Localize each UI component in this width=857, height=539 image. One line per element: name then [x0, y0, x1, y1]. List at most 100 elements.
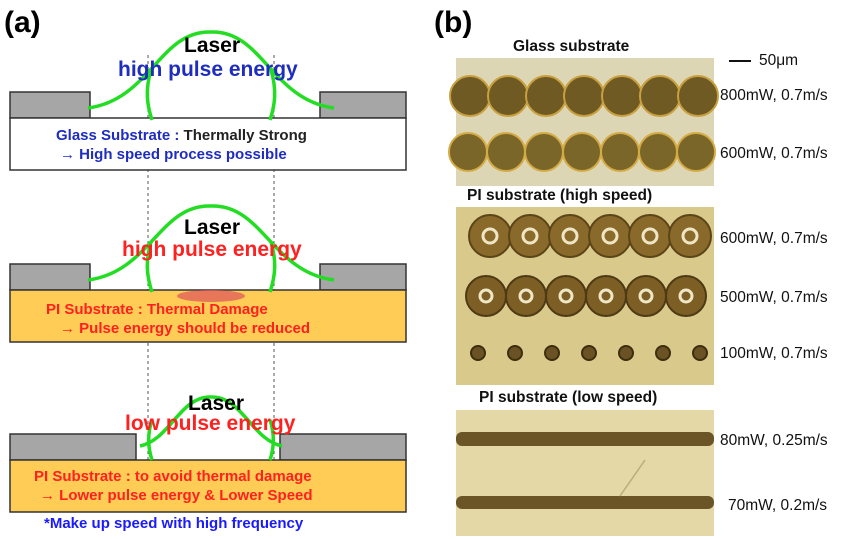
cond-pi-high-2: 500mW, 0.7m/s [720, 289, 828, 306]
pi-low-micrograph [456, 410, 714, 536]
spot-ring [518, 288, 534, 304]
ablation-spot [562, 132, 602, 172]
ablation-spot [601, 75, 643, 117]
ablation-spot [625, 275, 667, 317]
beam-edge-3a [146, 419, 154, 461]
caption-1-line1a: Glass Substrate : [56, 127, 184, 144]
ablation-spot [548, 214, 592, 258]
ablation-spot [508, 214, 552, 258]
section-title-pi-high: PI substrate (high speed) [467, 187, 653, 204]
ablation-spot [448, 132, 488, 172]
ablation-spot [581, 345, 597, 361]
cond-pi-low-2: 70mW, 0.2m/s [728, 497, 828, 514]
ablation-spot [638, 132, 678, 172]
panel-b-label: (b) [434, 6, 473, 39]
ablation-spot [639, 75, 681, 117]
caption-1-line1b: Thermally Strong [183, 127, 307, 144]
caption-2-line1a: PI Substrate : [46, 301, 147, 318]
scale-bar-line [729, 59, 751, 62]
ablation-spot [585, 275, 627, 317]
cond-pi-high-3: 100mW, 0.7m/s [720, 345, 828, 362]
energy-label-3: low pulse energy [125, 412, 296, 435]
beam-edge-3b [268, 419, 276, 461]
ablation-spot [507, 345, 523, 361]
spot-ring [678, 288, 694, 304]
spot-ring [481, 227, 499, 245]
pi-high-row-1 [468, 214, 712, 258]
spot-ring [641, 227, 659, 245]
caption-2-line2: → Pulse energy should be reduced [60, 320, 311, 337]
ablation-spot [628, 214, 672, 258]
caption-3-line1b: to avoid thermal damage [134, 468, 312, 485]
cond-glass-2: 600mW, 0.7m/s [720, 145, 828, 162]
ablation-spot [544, 345, 560, 361]
ablation-spot [465, 275, 507, 317]
beam-profile-1 [87, 30, 335, 110]
pi-high-row-2 [465, 275, 707, 317]
laser-label-2: Laser [184, 216, 241, 239]
ablation-spot [487, 75, 529, 117]
panel-a-label: (a) [4, 6, 41, 39]
beam-edge-2b [268, 241, 277, 293]
pi-high-row-3 [470, 345, 708, 361]
beam-edge-2a [145, 241, 154, 293]
energy-label-1: high pulse energy [118, 58, 298, 81]
spot-ring [598, 288, 614, 304]
spot-ring [478, 288, 494, 304]
spot-ring [601, 227, 619, 245]
caption-3-line1a: PI Substrate : [34, 468, 135, 485]
ablation-spot [525, 75, 567, 117]
substrate-1 [9, 117, 407, 171]
beam-profile-3 [139, 395, 283, 448]
scale-bar: 50μm [729, 52, 798, 70]
glass-row-2 [448, 132, 716, 172]
ablation-spot [677, 75, 719, 117]
spot-ring [681, 227, 699, 245]
beam-edge-1b [268, 69, 277, 121]
mask-right-1 [319, 91, 407, 119]
cond-pi-low-1: 80mW, 0.25m/s [720, 432, 828, 449]
cond-glass-1: 800mW, 0.7m/s [720, 87, 828, 104]
section-title-pi-low: PI substrate (low speed) [479, 389, 658, 406]
glass-row-1 [449, 75, 719, 117]
energy-label-2: high pulse energy [122, 238, 302, 261]
mask-right-2 [319, 263, 407, 291]
beam-profile-2 [87, 204, 335, 282]
ablation-spot [486, 132, 526, 172]
substrate-caption-2: PI Substrate : Thermal Damage → Pulse en… [46, 300, 310, 338]
cond-pi-high-1: 600mW, 0.7m/s [720, 230, 828, 247]
caption-2-line1b: Thermal Damage [146, 301, 268, 318]
pi-low-line-1 [456, 432, 714, 446]
spot-ring [521, 227, 539, 245]
mask-left-2 [9, 263, 91, 291]
ablation-spot [676, 132, 716, 172]
ablation-spot [600, 132, 640, 172]
caption-1-line2: → High speed process possible [60, 146, 287, 163]
ablation-spot [665, 275, 707, 317]
ablation-spot [668, 214, 712, 258]
ablation-spot [470, 345, 486, 361]
laser-label-1: Laser [184, 34, 241, 57]
spot-ring [561, 227, 579, 245]
ablation-spot [524, 132, 564, 172]
ablation-spot [563, 75, 605, 117]
spot-ring [558, 288, 574, 304]
ablation-spot [449, 75, 491, 117]
scratch [619, 459, 646, 497]
ablation-spot [545, 275, 587, 317]
frequency-note: *Make up speed with high frequency [44, 515, 304, 532]
thermal-damage-zone [177, 290, 245, 302]
substrate-3 [9, 459, 407, 513]
spot-ring [638, 288, 654, 304]
ablation-spot [692, 345, 708, 361]
ablation-spot [468, 214, 512, 258]
ablation-spot [588, 214, 632, 258]
laser-label-3: Laser [188, 392, 245, 415]
scale-bar-label: 50μm [759, 52, 799, 69]
ablation-spot [505, 275, 547, 317]
ablation-spot [655, 345, 671, 361]
section-title-glass: Glass substrate [513, 38, 630, 55]
substrate-caption-3: PI Substrate : to avoid thermal damage →… [34, 467, 313, 505]
pi-low-line-2 [456, 496, 714, 509]
